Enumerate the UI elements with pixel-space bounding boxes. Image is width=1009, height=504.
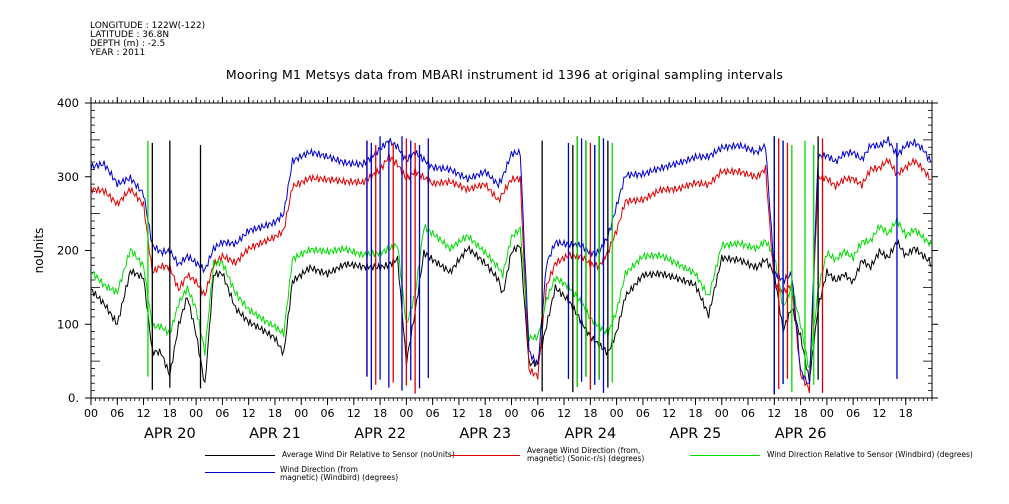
x-tick-label: 00 [610, 407, 624, 420]
legend-label: Wind Direction (from magnetic) (Windbird… [280, 465, 399, 482]
x-tick-label: 00 [505, 407, 519, 420]
x-tick-label: 00 [715, 407, 729, 420]
x-tick-label: 06 [531, 407, 545, 420]
x-tick-label: 00 [820, 407, 834, 420]
x-tick-label: 12 [662, 407, 676, 420]
x-tick-label: 12 [347, 407, 361, 420]
latitude-label: LATITUDE : 36.8N [90, 30, 170, 40]
x-tick-label: 06 [215, 407, 229, 420]
x-day-label: APR 25 [670, 426, 722, 442]
x-tick-label: 18 [899, 407, 913, 420]
year-label: YEAR : 2011 [90, 48, 146, 58]
x-day-label: APR 26 [775, 426, 827, 442]
x-tick-label: 18 [794, 407, 808, 420]
x-tick-label: 18 [583, 407, 597, 420]
legend-label: Average Wind Dir Relative to Sensor (noU… [282, 450, 455, 459]
x-tick-label: 18 [478, 407, 492, 420]
x-day-label: APR 24 [564, 426, 616, 442]
x-tick-label: 06 [636, 407, 650, 420]
x-tick-label: 06 [846, 407, 860, 420]
x-tick-label: 00 [294, 407, 308, 420]
x-tick-label: 12 [767, 407, 781, 420]
y-tick-label: 0. [68, 391, 79, 405]
x-tick-label: 12 [452, 407, 466, 420]
x-day-label: APR 22 [354, 426, 406, 442]
chart-title: Mooring M1 Metsys data from MBARI instru… [225, 67, 784, 82]
x-tick-label: 00 [84, 407, 98, 420]
x-tick-label: 00 [189, 407, 203, 420]
legend-swatch [205, 472, 275, 473]
x-tick-label: 18 [688, 407, 702, 420]
x-tick-label: 12 [557, 407, 571, 420]
x-tick-label: 06 [741, 407, 755, 420]
x-tick-label: 12 [242, 407, 256, 420]
longitude-label: LONGITUDE : 122W(-122) [90, 21, 206, 31]
x-tick-label: 18 [268, 407, 282, 420]
x-tick-label: 18 [373, 407, 387, 420]
legend-label: Average Wind Direction (from, magnetic) … [527, 446, 645, 463]
y-tick-label: 400 [57, 96, 79, 110]
legend-swatch [450, 455, 520, 456]
y-tick-label: 100 [57, 317, 79, 331]
x-tick-label: 12 [872, 407, 886, 420]
legend-swatch [690, 455, 760, 456]
x-tick-label: 12 [137, 407, 151, 420]
x-day-label: APR 23 [459, 426, 511, 442]
y-tick-label: 200 [57, 244, 79, 258]
y-axis-label: noUnits [32, 228, 46, 274]
metadata-header: LONGITUDE : 122W(-122) LATITUDE : 36.8N … [90, 22, 205, 58]
y-tick-label: 300 [57, 170, 79, 184]
x-tick-label: 06 [426, 407, 440, 420]
depth-label: DEPTH (m) : -2.5 [90, 39, 166, 49]
legend-swatch [205, 455, 275, 456]
x-day-label: APR 21 [249, 426, 301, 442]
x-tick-label: 00 [399, 407, 413, 420]
x-tick-label: 06 [110, 407, 124, 420]
x-tick-label: 06 [321, 407, 335, 420]
x-tick-label: 18 [163, 407, 177, 420]
x-day-label: APR 20 [144, 426, 196, 442]
legend-label: Wind Direction Relative to Sensor (Windb… [767, 450, 973, 459]
